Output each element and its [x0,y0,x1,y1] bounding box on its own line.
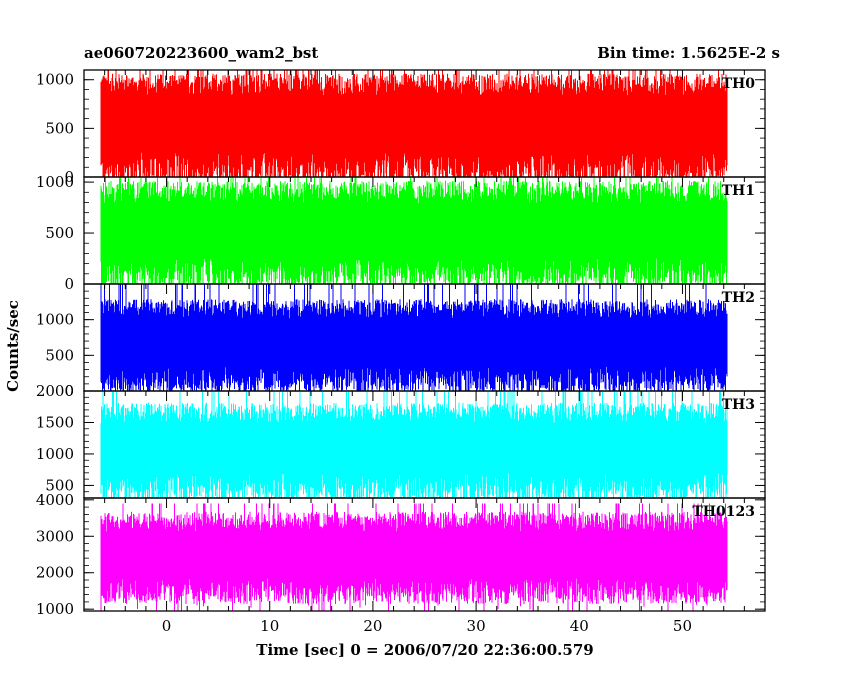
panel-th3: 500 1000 1500 2000 TH3 [36,382,766,499]
y-axis-label: Counts/sec [4,300,22,392]
y-tick-label: 500 [45,346,74,364]
y-tick-label: 1000 [36,445,74,463]
y-tick-label: 1000 [36,71,74,89]
y-tick-label: 500 [45,476,74,494]
panel-th2: 0 500 1000 TH2 [36,283,766,400]
y-tick-label: 1000 [36,311,74,329]
y-tick-label: 500 [45,224,74,242]
y-tick-label: 3000 [36,527,74,545]
y-tick-label: 0 [64,168,74,186]
x-tick-label: 0 [162,617,172,635]
y-tick-label: 1000 [36,600,74,618]
x-tick-label: 30 [467,617,486,635]
series-label-th1: TH1 [722,183,755,199]
series-trace-th2 [100,284,728,391]
x-axis: 0 10 20 30 40 50 [83,70,766,635]
y-tick-label: 1500 [36,413,74,431]
series-trace-th0 [100,70,728,177]
panel-th0123: 1000 2000 3000 4000 TH0123 [36,491,766,618]
series-label-th0123: TH0123 [692,504,755,520]
y-tick-label: 1000 [36,173,74,191]
x-tick-label: 20 [363,617,382,635]
y-tick-label: 4000 [36,491,74,509]
panel-th1: 0 500 1000 TH1 [36,173,766,293]
y-tick-label: 500 [45,119,74,137]
x-tick-label: 50 [673,617,692,635]
panel-th0: 0 500 1000 TH0 [36,69,766,186]
series-label-th0: TH0 [722,76,756,92]
chart-title: ae060720223600_wam2_bst [84,44,318,62]
series-label-th2: TH2 [722,290,755,306]
series-trace-th0123 [100,503,728,611]
y-tick-label: 0 [64,275,74,293]
y-tick-label: 0 [64,382,74,400]
x-tick-label: 10 [260,617,279,635]
series-trace-th1 [100,177,728,284]
y-tick-label: 2000 [36,564,74,582]
series-label-th3: TH3 [722,397,755,413]
chart-subtitle-bin-time: Bin time: 1.5625E-2 s [597,44,780,62]
x-axis-label: Time [sec] 0 = 2006/07/20 22:36:00.579 [256,641,593,659]
series-trace-th3 [100,391,728,498]
x-tick-label: 40 [570,617,589,635]
panel-frame [83,497,766,612]
y-tick-label: 2000 [36,382,74,400]
